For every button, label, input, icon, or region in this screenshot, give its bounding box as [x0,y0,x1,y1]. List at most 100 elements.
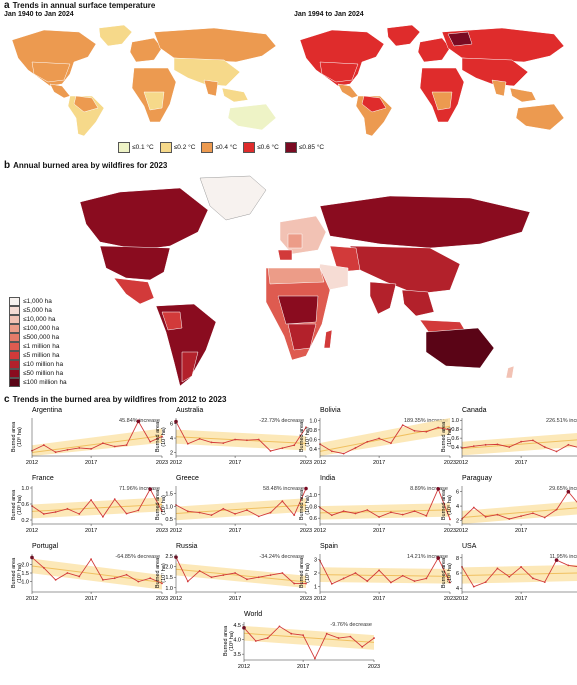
y-tick-label: 1 [314,585,317,591]
burned-area-legend-item: ≤100 million ha [9,378,67,387]
temperature-legend-label: ≤0.4 °C [215,144,238,151]
trend-line [319,574,451,577]
panel-annotation: -22.73% decrease [259,418,304,424]
map-a-left-label: Jan 1940 to Jan 2024 [4,11,74,18]
burned-area-legend-swatch [9,324,20,333]
data-point [234,438,236,441]
highlight-point [136,419,141,424]
data-point [102,579,104,581]
x-tick-label: 2023 [444,596,456,602]
panel-annotation: 71.96% increase [119,486,160,492]
temperature-legend-label: ≤0.85 °C [298,144,325,151]
burned-area-legend-item: ≤5,000 ha [9,306,67,315]
data-point [401,513,404,516]
highlight-point [148,487,152,491]
data-point [125,444,128,446]
burned-area-legend-label: ≤5,000 ha [23,307,52,314]
panel-title: Greece [176,475,199,482]
y-tick-label: 4 [456,586,459,592]
data-point [290,632,293,635]
data-point [567,564,570,567]
data-point [149,440,152,443]
y-tick-label: 2 [456,518,459,524]
data-point [54,451,57,454]
data-point [305,582,307,585]
trend-panel-usa: USA 11.95% increase Burned area(10⁶ ha) 201… [441,543,577,602]
data-point [337,637,340,639]
data-point [567,443,570,446]
series-line [31,557,163,584]
data-point [532,577,534,580]
x-tick-label: 2017 [373,460,385,466]
data-point [425,577,428,580]
data-point [222,507,225,510]
data-point [137,509,140,512]
data-point [257,515,260,518]
data-point [254,640,257,642]
panel-annotation: 14.21% increase [407,554,448,560]
highlight-point [436,556,440,560]
y-tick-label: 1.0 [165,504,173,510]
x-tick-label: 2023 [368,664,380,670]
data-point [425,514,428,517]
data-point [342,510,345,513]
trend-line [319,425,451,452]
panel-yunit: (10⁷ ha) [446,427,453,447]
x-tick-label: 2023 [156,596,168,602]
section-a-title: a Trends in annual surface temperature [4,0,156,11]
data-point [281,500,284,503]
y-tick-label: 1.0 [309,493,317,499]
data-point [373,637,375,639]
data-point [257,576,260,579]
data-point [246,578,248,581]
x-tick-label: 2017 [373,528,385,534]
panel-annotation: -9.76% decrease [330,622,372,628]
y-tick-label: 1.0 [21,580,29,586]
data-point [532,439,534,442]
y-tick-label: 6 [456,571,459,577]
series-line [461,559,577,588]
x-tick-label: 2017 [297,664,309,670]
series-line [175,556,306,585]
burned-area-legend-label: ≤100,000 ha [23,325,60,332]
burned-area-legend-label: ≤1,000 ha [23,298,52,305]
data-point [90,558,92,561]
data-point [210,576,213,579]
series-line [319,557,451,585]
data-point [484,515,487,518]
panel-title: Paraguay [462,475,492,482]
panel-title: USA [462,543,477,550]
panel-yunit: (10⁶ ha) [446,563,453,583]
series-line [31,488,163,518]
data-point [113,498,116,501]
data-point [198,437,201,440]
data-point [246,439,248,442]
panel-annotation: 29.65% increase [549,486,577,492]
temperature-legend-label: ≤0.6 °C [257,144,279,151]
data-point [305,426,307,429]
trend-line [31,435,163,453]
data-point [342,452,345,455]
series-line [319,424,451,455]
x-tick-label: 2012 [456,528,468,534]
x-tick-label: 2012 [170,596,182,602]
burned-area-legend-label: ≤50 million ha [23,370,64,377]
panel-ylabel: Burned area [299,489,305,520]
data-point [555,508,558,511]
x-tick-label: 2017 [515,460,527,466]
map-a-right-label: Jan 1994 to Jan 2024 [294,11,364,18]
data-point [149,577,152,580]
y-tick-label: 6 [170,422,173,428]
data-point [330,450,333,453]
data-point [78,513,81,515]
data-point [390,581,392,584]
data-point [532,512,534,515]
x-tick-label: 2012 [170,460,182,466]
x-tick-label: 2023 [156,528,168,534]
data-point [42,513,45,515]
y-tick-label: 4 [456,504,459,510]
burned-area-legend-swatch [9,306,20,315]
burned-area-legend: ≤1,000 ha ≤5,000 ha ≤10,000 ha ≤100,000 ha ≤… [9,297,67,387]
